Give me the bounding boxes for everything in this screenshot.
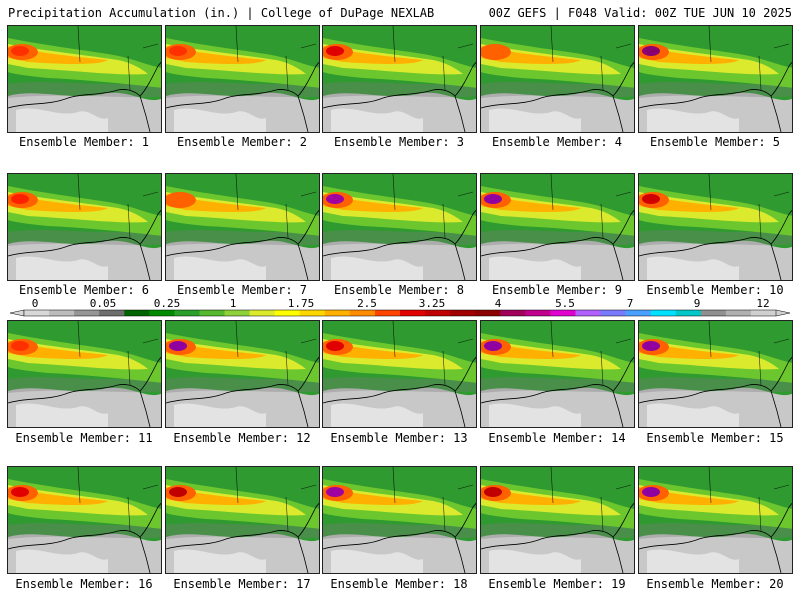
ensemble-member-map bbox=[638, 466, 793, 574]
ensemble-member-label: Ensemble Member: 18 bbox=[330, 577, 468, 591]
ensemble-member-label: Ensemble Member: 16 bbox=[15, 577, 153, 591]
run-valid-time: 00Z GEFS | F048 Valid: 00Z TUE JUN 10 20… bbox=[488, 6, 792, 20]
colorbar-segment bbox=[500, 310, 526, 316]
colorbar-segment bbox=[600, 310, 627, 316]
colorbar-tick-label: 2.5 bbox=[357, 297, 377, 310]
colorbar-tick-label: 9 bbox=[694, 297, 701, 310]
ensemble-member-label: Ensemble Member: 9 bbox=[491, 283, 623, 297]
colorbar-tick-label: 0.25 bbox=[154, 297, 181, 310]
ensemble-member-map bbox=[165, 173, 320, 281]
ensemble-member-label: Ensemble Member: 3 bbox=[333, 135, 465, 149]
colorbar-tick-label: 7 bbox=[627, 297, 634, 310]
ensemble-member-map bbox=[322, 25, 477, 133]
ensemble-member-map bbox=[638, 25, 793, 133]
colorbar-segment bbox=[750, 310, 777, 316]
colorbar-segment bbox=[99, 310, 125, 316]
colorbar-segment bbox=[725, 310, 752, 316]
ensemble-member-label: Ensemble Member: 5 bbox=[649, 135, 781, 149]
ensemble-member-label: Ensemble Member: 12 bbox=[173, 431, 311, 445]
map-title: Precipitation Accumulation (in.) | Colle… bbox=[8, 6, 435, 20]
ensemble-member-map bbox=[7, 25, 162, 133]
colorbar-tick-label: 0 bbox=[32, 297, 39, 310]
colorbar-segment bbox=[124, 310, 150, 316]
colorbar-high-arrow bbox=[775, 309, 791, 317]
ensemble-member-label: Ensemble Member: 20 bbox=[646, 577, 784, 591]
ensemble-member-map bbox=[165, 25, 320, 133]
colorbar-segment bbox=[650, 310, 677, 316]
colorbar-segment bbox=[675, 310, 702, 316]
colorbar-low-arrow bbox=[9, 309, 25, 317]
colorbar-tick-label: 4 bbox=[495, 297, 502, 310]
colorbar-segment bbox=[249, 310, 276, 316]
colorbar-segment bbox=[299, 310, 326, 316]
ensemble-member-map bbox=[480, 320, 635, 428]
ensemble-member-map bbox=[480, 466, 635, 574]
ensemble-member-label: Ensemble Member: 11 bbox=[15, 431, 153, 445]
ensemble-member-map bbox=[165, 466, 320, 574]
ensemble-member-label: Ensemble Member: 19 bbox=[488, 577, 626, 591]
colorbar-segment bbox=[74, 310, 100, 316]
ensemble-member-map bbox=[7, 173, 162, 281]
colorbar-segment bbox=[575, 310, 602, 316]
ensemble-member-map bbox=[322, 466, 477, 574]
colorbar-segment bbox=[49, 310, 75, 316]
ensemble-member-label: Ensemble Member: 15 bbox=[646, 431, 784, 445]
colorbar-segment bbox=[274, 310, 301, 316]
colorbar-segment bbox=[625, 310, 652, 316]
ensemble-member-label: Ensemble Member: 14 bbox=[488, 431, 626, 445]
colorbar-segment bbox=[24, 310, 50, 316]
precipitation-colorbar: 0 0.05 0.25 1 1.75 2.5 3.25 4 5.5 7 9 12 bbox=[9, 297, 791, 317]
ensemble-member-label: Ensemble Member: 2 bbox=[176, 135, 308, 149]
colorbar-segment bbox=[199, 310, 226, 316]
colorbar-segment bbox=[349, 310, 376, 316]
colorbar-tick-label: 0.05 bbox=[90, 297, 117, 310]
colorbar-segment bbox=[475, 310, 501, 316]
colorbar-tick-label: 3.25 bbox=[419, 297, 446, 310]
ensemble-member-label: Ensemble Member: 7 bbox=[176, 283, 308, 297]
colorbar-segment bbox=[400, 310, 426, 316]
colorbar-segment bbox=[224, 310, 251, 316]
colorbar-segment bbox=[450, 310, 476, 316]
colorbar-segment bbox=[324, 310, 351, 316]
ensemble-member-map bbox=[322, 320, 477, 428]
ensemble-member-map bbox=[7, 320, 162, 428]
ensemble-member-map bbox=[638, 320, 793, 428]
ensemble-member-label: Ensemble Member: 6 bbox=[18, 283, 150, 297]
colorbar-tick-label: 12 bbox=[756, 297, 769, 310]
ensemble-member-map bbox=[7, 466, 162, 574]
colorbar-segment bbox=[425, 310, 451, 316]
ensemble-member-map bbox=[480, 173, 635, 281]
ensemble-member-label: Ensemble Member: 8 bbox=[333, 283, 465, 297]
ensemble-member-map bbox=[638, 173, 793, 281]
ensemble-member-map bbox=[480, 25, 635, 133]
ensemble-member-label: Ensemble Member: 1 bbox=[18, 135, 150, 149]
ensemble-member-map bbox=[165, 320, 320, 428]
colorbar-tick-label: 1 bbox=[230, 297, 237, 310]
ensemble-member-label: Ensemble Member: 17 bbox=[173, 577, 311, 591]
ensemble-member-label: Ensemble Member: 10 bbox=[646, 283, 784, 297]
colorbar-segment bbox=[374, 310, 401, 316]
ensemble-member-label: Ensemble Member: 4 bbox=[491, 135, 623, 149]
colorbar-segment bbox=[149, 310, 175, 316]
ensemble-member-map bbox=[322, 173, 477, 281]
colorbar-tick-label: 1.75 bbox=[288, 297, 315, 310]
ensemble-member-label: Ensemble Member: 13 bbox=[330, 431, 468, 445]
colorbar-segment bbox=[525, 310, 551, 316]
colorbar-segment bbox=[174, 310, 200, 316]
colorbar-tick-label: 5.5 bbox=[555, 297, 575, 310]
colorbar-segment bbox=[550, 310, 576, 316]
colorbar-segment bbox=[700, 310, 727, 316]
